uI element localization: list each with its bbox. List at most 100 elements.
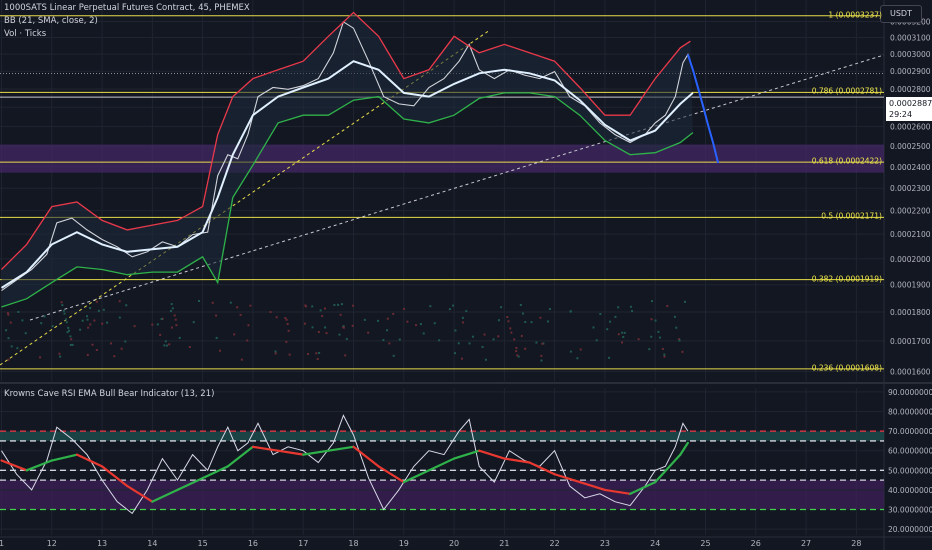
rsi-axis-tick: 80.0000000 bbox=[888, 408, 932, 417]
volume-tick bbox=[160, 318, 163, 321]
volume-tick bbox=[306, 352, 309, 355]
volume-tick bbox=[86, 353, 89, 356]
rsi-band bbox=[0, 431, 884, 441]
price-axis-tick: 0.0002900 bbox=[890, 67, 931, 76]
price-axis-tick: 0.0002800 bbox=[890, 85, 931, 94]
volume-tick bbox=[398, 338, 401, 341]
volume-tick bbox=[197, 300, 200, 303]
volume-tick bbox=[599, 313, 602, 316]
volume-tick bbox=[59, 355, 62, 358]
volume-tick bbox=[684, 300, 687, 303]
volume-tick bbox=[457, 342, 460, 345]
volume-tick bbox=[650, 300, 653, 303]
volume-tick bbox=[497, 335, 500, 338]
series-ema-segment bbox=[126, 484, 154, 503]
rsi-axis-tick: 90.0000000 bbox=[888, 388, 932, 397]
volume-tick bbox=[340, 303, 343, 306]
series-ema-segment bbox=[578, 480, 607, 492]
volume-tick bbox=[215, 314, 218, 317]
rsi-indicator-title[interactable]: Krowns Cave RSI EMA Bull Bear Indicator … bbox=[4, 389, 215, 399]
time-axis-tick: 21 bbox=[499, 539, 509, 548]
volume-tick bbox=[165, 344, 168, 347]
volume-tick bbox=[483, 333, 486, 336]
volume-tick bbox=[10, 345, 13, 348]
series-ema-segment bbox=[201, 465, 229, 480]
volume-tick bbox=[629, 305, 632, 308]
volume-label[interactable]: Vol · Ticks bbox=[4, 29, 47, 39]
volume-tick bbox=[608, 356, 611, 359]
price-axis-panel bbox=[884, 0, 932, 550]
volume-tick bbox=[102, 308, 105, 311]
volume-tick bbox=[275, 316, 278, 319]
volume-tick bbox=[93, 319, 96, 322]
volume-tick bbox=[367, 331, 370, 334]
volume-tick bbox=[124, 340, 127, 343]
volume-tick bbox=[471, 335, 474, 338]
volume-tick bbox=[178, 336, 181, 339]
volume-tick bbox=[303, 322, 306, 325]
volume-tick bbox=[95, 348, 98, 351]
volume-tick bbox=[535, 341, 538, 344]
volume-tick bbox=[9, 321, 12, 324]
volume-tick bbox=[606, 328, 609, 331]
volume-tick bbox=[484, 358, 487, 361]
volume-tick bbox=[519, 304, 522, 307]
volume-tick bbox=[163, 344, 166, 347]
volume-tick bbox=[663, 353, 666, 356]
bollinger-fill bbox=[1, 12, 693, 307]
volume-tick bbox=[81, 319, 84, 322]
volume-tick bbox=[311, 305, 314, 308]
volume-tick bbox=[540, 354, 543, 357]
volume-tick bbox=[595, 339, 598, 342]
series-ema-segment bbox=[176, 477, 204, 492]
volume-tick bbox=[236, 306, 239, 309]
volume-tick bbox=[614, 315, 617, 318]
price-axis-tick: 0.0001900 bbox=[890, 281, 931, 290]
price-axis-tick: 0.0003000 bbox=[890, 50, 931, 59]
volume-tick bbox=[188, 345, 191, 348]
rsi-axis-tick: 60.0000000 bbox=[888, 447, 932, 456]
volume-tick bbox=[67, 329, 70, 332]
volume-tick bbox=[623, 331, 626, 334]
volume-tick bbox=[91, 343, 94, 346]
bollinger-bands-label[interactable]: BB (21, SMA, close, 2) bbox=[4, 16, 98, 26]
volume-tick bbox=[454, 329, 457, 332]
volume-tick bbox=[657, 330, 660, 333]
volume-tick bbox=[492, 338, 495, 341]
series-ema-segment bbox=[654, 453, 682, 484]
time-axis-tick: 1 bbox=[0, 539, 4, 548]
volume-tick bbox=[233, 333, 236, 336]
volume-tick bbox=[569, 350, 572, 353]
volume-tick bbox=[461, 321, 464, 324]
time-axis-tick: 25 bbox=[700, 539, 710, 548]
volume-tick bbox=[517, 355, 520, 358]
volume-tick bbox=[218, 349, 221, 352]
volume-tick bbox=[515, 350, 518, 353]
chart-title: 1000SATS Linear Perpetual Futures Contra… bbox=[4, 3, 250, 13]
volume-tick bbox=[433, 322, 436, 325]
volume-tick bbox=[239, 313, 242, 316]
series-bb-upper bbox=[1, 11, 691, 270]
volume-tick bbox=[438, 339, 441, 342]
volume-tick bbox=[274, 350, 277, 353]
volume-tick bbox=[637, 338, 640, 341]
volume-tick bbox=[97, 309, 100, 312]
series-price bbox=[1, 20, 719, 292]
volume-tick bbox=[274, 352, 277, 355]
price-axis-tick: 0.0003100 bbox=[890, 34, 931, 43]
currency-selector[interactable]: USDT bbox=[880, 5, 922, 23]
volume-tick bbox=[546, 320, 549, 323]
series-ema-segment bbox=[503, 457, 531, 464]
volume-tick bbox=[287, 329, 290, 332]
volume-tick bbox=[510, 331, 513, 334]
series-ema-segment bbox=[478, 449, 506, 460]
volume-tick bbox=[539, 316, 542, 319]
volume-tick bbox=[681, 350, 684, 353]
volume-tick bbox=[507, 320, 510, 323]
price-axis-tick: 0.0001600 bbox=[890, 367, 931, 376]
time-axis-tick: 12 bbox=[47, 539, 57, 548]
volume-tick bbox=[43, 315, 46, 318]
volume-tick bbox=[269, 311, 272, 314]
volume-tick bbox=[40, 322, 43, 325]
